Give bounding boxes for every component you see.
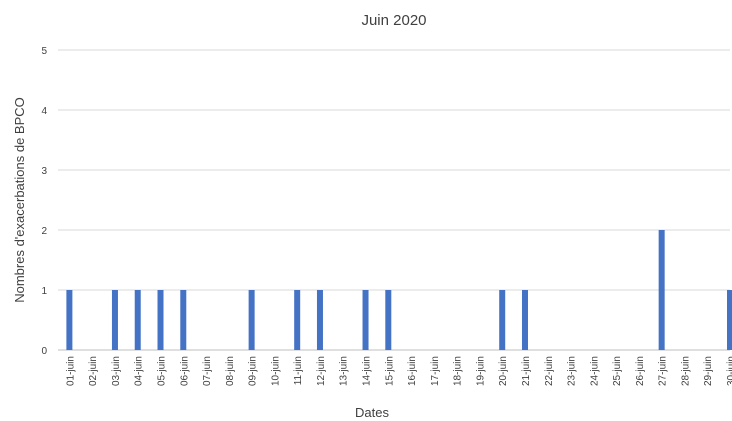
x-tick-label: 29-juin bbox=[703, 356, 714, 386]
bar-04-juin bbox=[134, 290, 141, 350]
bar-21-juin bbox=[521, 290, 528, 350]
bar-11-juin bbox=[294, 290, 301, 350]
x-tick-label: 24-juin bbox=[589, 356, 600, 386]
x-tick-label: 30-juin bbox=[726, 356, 732, 386]
x-tick-label: 06-juin bbox=[179, 356, 190, 386]
bar-06-juin bbox=[180, 290, 187, 350]
x-tick-label: 21-juin bbox=[521, 356, 532, 386]
y-tick-label: 2 bbox=[41, 226, 47, 237]
x-tick-label: 09-juin bbox=[248, 356, 259, 386]
chart-title: Juin 2020 bbox=[361, 12, 426, 29]
x-tick-label: 13-juin bbox=[339, 356, 350, 386]
x-tick-label: 02-juin bbox=[88, 356, 99, 386]
x-tick-label: 08-juin bbox=[225, 356, 236, 386]
y-tick-label: 1 bbox=[41, 286, 47, 297]
y-tick-label: 4 bbox=[41, 106, 47, 117]
bars bbox=[66, 230, 732, 350]
x-tick-label: 19-juin bbox=[475, 356, 486, 386]
x-tick-label: 05-juin bbox=[157, 356, 168, 386]
bar-30-juin bbox=[727, 290, 732, 350]
grid-layer bbox=[58, 49, 730, 351]
bar-15-juin bbox=[385, 290, 392, 350]
x-tick-label: 17-juin bbox=[430, 356, 441, 386]
x-tick-label: 22-juin bbox=[544, 356, 555, 386]
x-tick-label: 18-juin bbox=[453, 356, 464, 386]
x-tick-label: 25-juin bbox=[612, 356, 623, 386]
x-tick-label: 23-juin bbox=[567, 356, 578, 386]
x-tick-label: 28-juin bbox=[680, 356, 691, 386]
y-tick-label: 5 bbox=[41, 46, 47, 57]
x-tick-label: 27-juin bbox=[658, 356, 669, 386]
bar-27-juin bbox=[658, 230, 665, 350]
bar-01-juin bbox=[66, 290, 73, 350]
bar-03-juin bbox=[111, 290, 118, 350]
bar-05-juin bbox=[157, 290, 164, 350]
x-tick-label: 20-juin bbox=[498, 356, 509, 386]
bar-09-juin bbox=[248, 290, 255, 350]
y-axis-title: Nombres d'exacerbations de BPCO bbox=[12, 97, 27, 303]
bar-14-juin bbox=[362, 290, 369, 350]
x-tick-label: 03-juin bbox=[111, 356, 122, 386]
bar-20-juin bbox=[499, 290, 506, 350]
bar-12-juin bbox=[316, 290, 323, 350]
x-tick-label: 04-juin bbox=[134, 356, 145, 386]
x-tick-label: 07-juin bbox=[202, 356, 213, 386]
x-axis-ticks: 01-juin 02-juin 03-juin 04-juin 05-juin 06-ju… bbox=[65, 356, 732, 386]
y-tick-label: 0 bbox=[41, 346, 47, 357]
x-tick-label: 15-juin bbox=[384, 356, 395, 386]
x-tick-label: 01-juin bbox=[65, 356, 76, 386]
y-tick-label: 3 bbox=[41, 166, 47, 177]
x-tick-label: 12-juin bbox=[316, 356, 327, 386]
x-tick-label: 11-juin bbox=[293, 356, 304, 385]
x-tick-label: 26-juin bbox=[635, 356, 646, 386]
x-tick-label: 14-juin bbox=[362, 356, 373, 386]
y-axis-ticks: 0 1 2 3 4 5 bbox=[41, 46, 47, 357]
x-axis-title: Dates bbox=[355, 405, 389, 420]
x-tick-label: 16-juin bbox=[407, 356, 418, 386]
x-tick-label: 10-juin bbox=[270, 356, 281, 386]
